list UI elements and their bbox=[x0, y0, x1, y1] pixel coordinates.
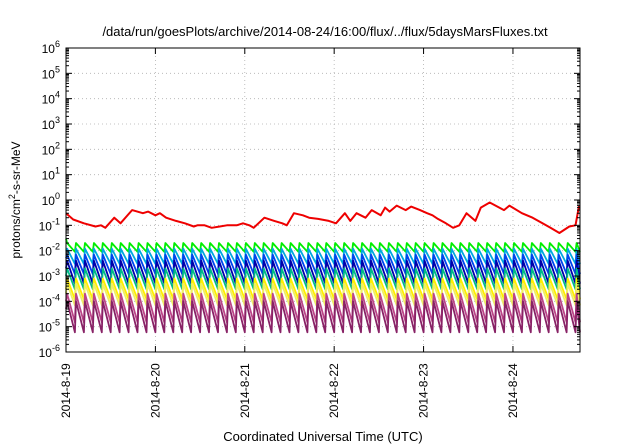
x-tick-label: 2014-8-19 bbox=[59, 363, 73, 418]
y-axis-label: protons/cm2-s-sr-MeV bbox=[7, 141, 23, 258]
y-tick-base: 10 bbox=[42, 118, 56, 132]
y-tick-exponent: -1 bbox=[52, 216, 60, 226]
y-tick-label: 105 bbox=[42, 64, 60, 81]
y-axis-label-post: -s-sr-MeV bbox=[9, 141, 23, 194]
x-tick-label: 2014-8-24 bbox=[506, 363, 520, 418]
y-tick-exponent: -2 bbox=[52, 242, 60, 252]
y-tick-label: 102 bbox=[42, 140, 60, 157]
y-tick-exponent: -6 bbox=[52, 343, 60, 353]
y-tick-base: 10 bbox=[39, 321, 53, 335]
y-axis: 10610510410310210110010-110-210-310-410-… bbox=[39, 39, 580, 360]
y-tick-exponent: -5 bbox=[52, 318, 60, 328]
y-tick-label: 106 bbox=[42, 39, 60, 56]
y-tick-base: 10 bbox=[39, 295, 53, 309]
y-tick-label: 10-5 bbox=[39, 318, 60, 335]
chart-title: /data/run/goesPlots/archive/2014-08-24/1… bbox=[102, 24, 548, 39]
series-layer bbox=[65, 201, 581, 334]
y-tick-label: 10-1 bbox=[39, 216, 60, 233]
y-tick-base: 10 bbox=[39, 219, 53, 233]
y-tick-base: 10 bbox=[42, 93, 56, 107]
y-tick-base: 10 bbox=[42, 194, 56, 208]
x-tick-label: 2014-8-22 bbox=[327, 363, 341, 418]
x-tick-label: 2014-8-23 bbox=[417, 363, 431, 418]
y-tick-label: 10-3 bbox=[39, 267, 60, 284]
y-axis-label-sup: 2 bbox=[7, 194, 17, 199]
y-tick-label: 10-2 bbox=[39, 242, 60, 259]
y-tick-label: 10-4 bbox=[39, 292, 60, 309]
series-line-9 bbox=[65, 300, 581, 334]
y-tick-base: 10 bbox=[39, 270, 53, 284]
y-tick-exponent: -3 bbox=[52, 267, 60, 277]
y-tick-label: 104 bbox=[42, 90, 60, 107]
y-tick-label: 10-6 bbox=[39, 343, 60, 360]
y-axis-label-pre: protons/cm bbox=[9, 199, 23, 258]
x-axis-label: Coordinated Universal Time (UTC) bbox=[223, 429, 422, 444]
y-tick-base: 10 bbox=[42, 42, 56, 56]
y-tick-exponent: 2 bbox=[55, 140, 60, 150]
y-tick-base: 10 bbox=[39, 245, 53, 259]
series-line-1 bbox=[65, 238, 581, 253]
y-tick-base: 10 bbox=[39, 346, 53, 360]
y-tick-label: 103 bbox=[42, 115, 60, 132]
y-tick-exponent: 6 bbox=[55, 39, 60, 49]
y-tick-exponent: 4 bbox=[55, 90, 60, 100]
y-tick-base: 10 bbox=[42, 169, 56, 183]
y-tick-exponent: -4 bbox=[52, 292, 60, 302]
y-tick-exponent: 1 bbox=[55, 166, 60, 176]
y-tick-exponent: 3 bbox=[55, 115, 60, 125]
grid bbox=[66, 48, 580, 352]
y-tick-exponent: 5 bbox=[55, 64, 60, 74]
y-tick-exponent: 0 bbox=[55, 191, 60, 201]
x-tick-label: 2014-8-20 bbox=[148, 363, 162, 418]
x-axis: 2014-8-19 2014-8-20 2014-8-21 2014-8-22 2014… bbox=[59, 48, 520, 418]
y-tick-label: 101 bbox=[42, 166, 60, 183]
y-tick-base: 10 bbox=[42, 67, 56, 81]
y-tick-base: 10 bbox=[42, 143, 56, 157]
y-tick-label: 100 bbox=[42, 191, 60, 208]
x-tick-label: 2014-8-21 bbox=[238, 363, 252, 418]
series-line-0 bbox=[65, 201, 581, 234]
